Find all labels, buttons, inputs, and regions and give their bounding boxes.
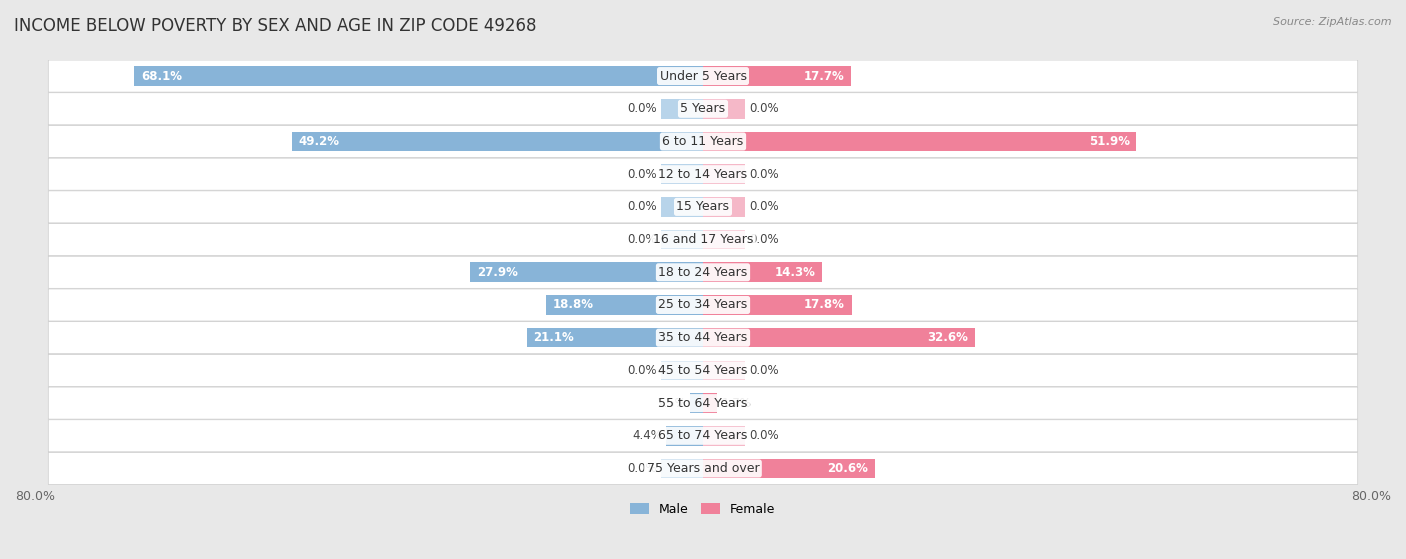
Text: 15 Years: 15 Years bbox=[676, 200, 730, 214]
Text: 16 and 17 Years: 16 and 17 Years bbox=[652, 233, 754, 246]
Text: 1.5%: 1.5% bbox=[657, 396, 686, 410]
FancyBboxPatch shape bbox=[48, 420, 1358, 452]
Bar bbox=[527, 328, 703, 348]
FancyBboxPatch shape bbox=[48, 224, 1358, 255]
FancyBboxPatch shape bbox=[48, 93, 1358, 125]
Bar bbox=[661, 361, 703, 380]
FancyBboxPatch shape bbox=[48, 256, 1358, 288]
Text: 17.8%: 17.8% bbox=[804, 299, 845, 311]
Text: 51.9%: 51.9% bbox=[1088, 135, 1129, 148]
Bar bbox=[661, 459, 703, 479]
Text: 32.6%: 32.6% bbox=[928, 331, 969, 344]
FancyBboxPatch shape bbox=[48, 387, 1358, 419]
Text: 20.6%: 20.6% bbox=[828, 462, 869, 475]
Text: 0.0%: 0.0% bbox=[627, 233, 657, 246]
Bar bbox=[703, 230, 745, 249]
Bar bbox=[703, 459, 875, 479]
Bar bbox=[703, 426, 745, 446]
Text: 0.0%: 0.0% bbox=[627, 364, 657, 377]
Text: 17.7%: 17.7% bbox=[803, 69, 844, 83]
FancyBboxPatch shape bbox=[48, 321, 1358, 354]
Bar bbox=[703, 67, 851, 86]
Text: 45 to 54 Years: 45 to 54 Years bbox=[658, 364, 748, 377]
Text: 0.0%: 0.0% bbox=[627, 200, 657, 214]
Text: 65 to 74 Years: 65 to 74 Years bbox=[658, 429, 748, 442]
Text: 27.9%: 27.9% bbox=[477, 266, 517, 279]
Bar bbox=[703, 197, 745, 217]
Bar bbox=[135, 67, 703, 86]
Text: 0.0%: 0.0% bbox=[627, 168, 657, 181]
Bar bbox=[703, 99, 745, 119]
FancyBboxPatch shape bbox=[48, 125, 1358, 158]
Text: 4.4%: 4.4% bbox=[633, 429, 662, 442]
Text: 0.0%: 0.0% bbox=[749, 200, 779, 214]
Text: Under 5 Years: Under 5 Years bbox=[659, 69, 747, 83]
Text: 6 to 11 Years: 6 to 11 Years bbox=[662, 135, 744, 148]
Text: 68.1%: 68.1% bbox=[141, 69, 181, 83]
Text: 0.0%: 0.0% bbox=[749, 168, 779, 181]
Bar bbox=[661, 230, 703, 249]
Bar bbox=[546, 295, 703, 315]
Text: 25 to 34 Years: 25 to 34 Years bbox=[658, 299, 748, 311]
Text: 75 Years and over: 75 Years and over bbox=[647, 462, 759, 475]
Bar bbox=[661, 164, 703, 184]
Text: 0.0%: 0.0% bbox=[749, 102, 779, 115]
Text: 35 to 44 Years: 35 to 44 Years bbox=[658, 331, 748, 344]
Bar bbox=[703, 132, 1136, 151]
Text: 55 to 64 Years: 55 to 64 Years bbox=[658, 396, 748, 410]
Text: 0.0%: 0.0% bbox=[749, 233, 779, 246]
Bar bbox=[470, 263, 703, 282]
FancyBboxPatch shape bbox=[48, 191, 1358, 223]
Bar bbox=[703, 295, 852, 315]
Text: 12 to 14 Years: 12 to 14 Years bbox=[658, 168, 748, 181]
Bar bbox=[292, 132, 703, 151]
Text: 0.0%: 0.0% bbox=[627, 102, 657, 115]
FancyBboxPatch shape bbox=[48, 158, 1358, 190]
Text: 18.8%: 18.8% bbox=[553, 299, 593, 311]
Text: 0.0%: 0.0% bbox=[749, 364, 779, 377]
Text: 1.7%: 1.7% bbox=[721, 396, 751, 410]
Bar bbox=[703, 164, 745, 184]
Bar bbox=[666, 426, 703, 446]
Bar bbox=[703, 328, 976, 348]
FancyBboxPatch shape bbox=[48, 452, 1358, 485]
Text: 49.2%: 49.2% bbox=[299, 135, 340, 148]
Text: 0.0%: 0.0% bbox=[749, 429, 779, 442]
Bar bbox=[690, 394, 703, 413]
Bar bbox=[661, 197, 703, 217]
Text: 0.0%: 0.0% bbox=[627, 462, 657, 475]
Bar bbox=[703, 394, 717, 413]
Text: 21.1%: 21.1% bbox=[533, 331, 574, 344]
Text: Source: ZipAtlas.com: Source: ZipAtlas.com bbox=[1274, 17, 1392, 27]
Bar bbox=[703, 361, 745, 380]
Legend: Male, Female: Male, Female bbox=[626, 498, 780, 521]
FancyBboxPatch shape bbox=[48, 60, 1358, 92]
FancyBboxPatch shape bbox=[48, 354, 1358, 386]
Text: 18 to 24 Years: 18 to 24 Years bbox=[658, 266, 748, 279]
Text: 14.3%: 14.3% bbox=[775, 266, 815, 279]
Text: INCOME BELOW POVERTY BY SEX AND AGE IN ZIP CODE 49268: INCOME BELOW POVERTY BY SEX AND AGE IN Z… bbox=[14, 17, 537, 35]
Bar bbox=[703, 263, 823, 282]
FancyBboxPatch shape bbox=[48, 289, 1358, 321]
Bar bbox=[661, 99, 703, 119]
Text: 5 Years: 5 Years bbox=[681, 102, 725, 115]
